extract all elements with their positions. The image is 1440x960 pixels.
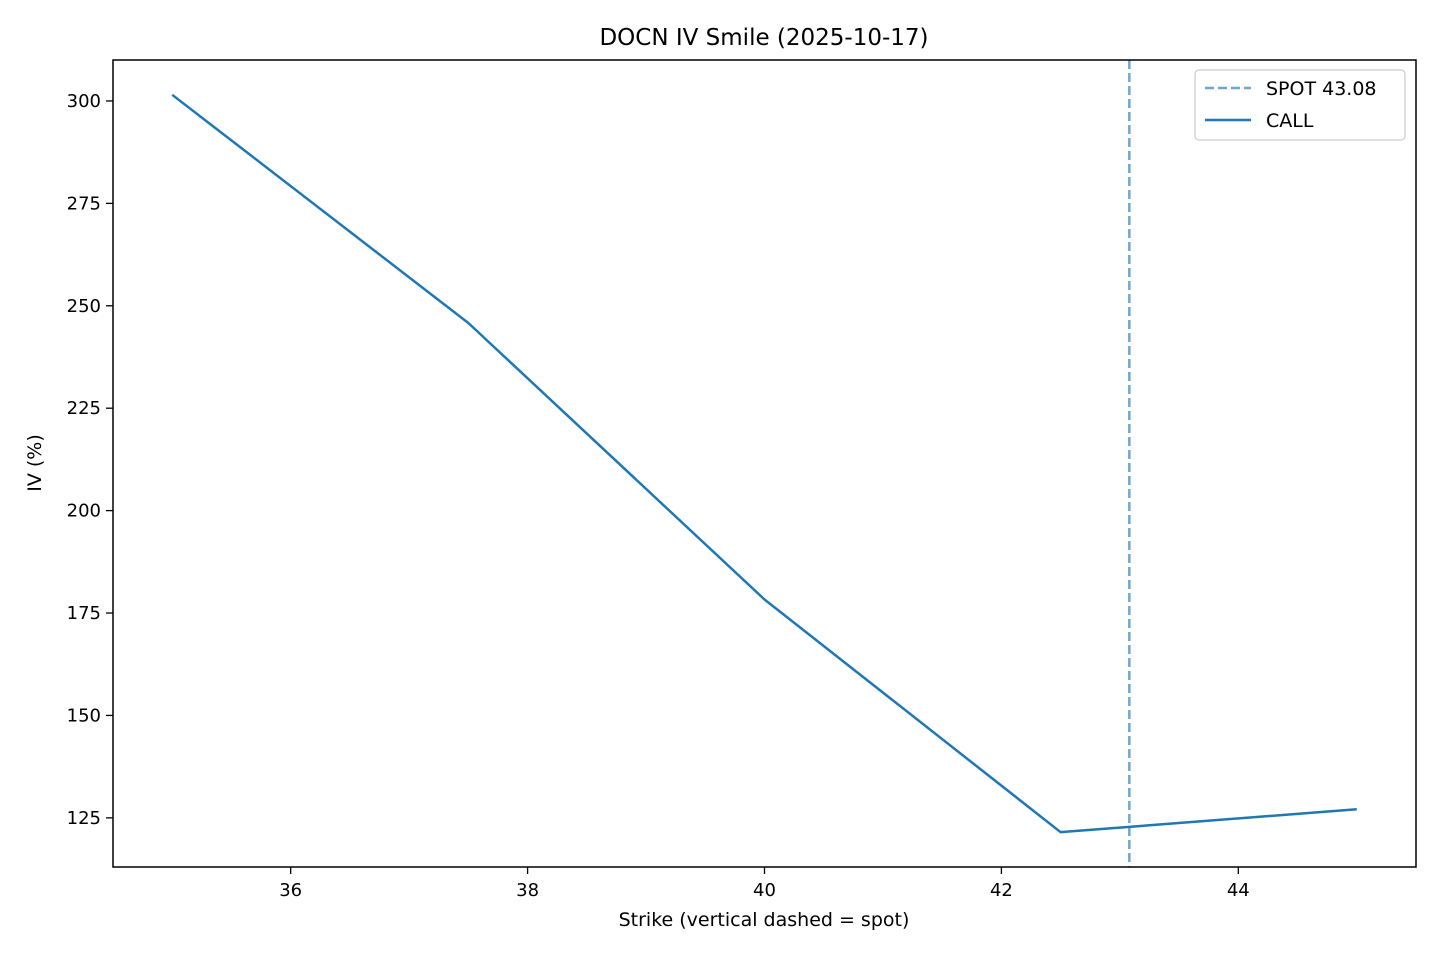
series-layer [171, 93, 1357, 834]
axis-ticks: 36 38 40 42 44 125 150 175 200 225 250 275 300 [67, 91, 1250, 901]
x-tick-label: 40 [753, 880, 776, 901]
plot-area [171, 60, 1357, 867]
y-tick-label: 175 [67, 603, 101, 624]
y-tick-label: 275 [67, 193, 101, 214]
y-tick-label: 150 [67, 705, 101, 726]
legend-spot-label: SPOT 43.08 [1266, 78, 1377, 100]
y-tick-label: 250 [67, 296, 101, 317]
x-tick-label: 36 [279, 880, 302, 901]
y-axis-label: IV (%) [24, 434, 46, 492]
x-axis-label: Strike (vertical dashed = spot) [619, 909, 910, 931]
chart-title: DOCN IV Smile (2025-10-17) [599, 25, 928, 51]
x-tick-label: 44 [1227, 880, 1250, 901]
series-line-call [171, 93, 1357, 834]
x-tick-label: 42 [990, 880, 1013, 901]
y-tick-label: 200 [67, 501, 101, 522]
y-tick-label: 225 [67, 398, 101, 419]
legend: SPOT 43.08 CALL [1194, 69, 1406, 141]
x-tick-label: 38 [516, 880, 539, 901]
plot-frame [112, 59, 1417, 868]
legend-call-label: CALL [1266, 110, 1314, 132]
y-tick-label: 125 [67, 808, 101, 829]
y-tick-label: 300 [67, 91, 101, 112]
